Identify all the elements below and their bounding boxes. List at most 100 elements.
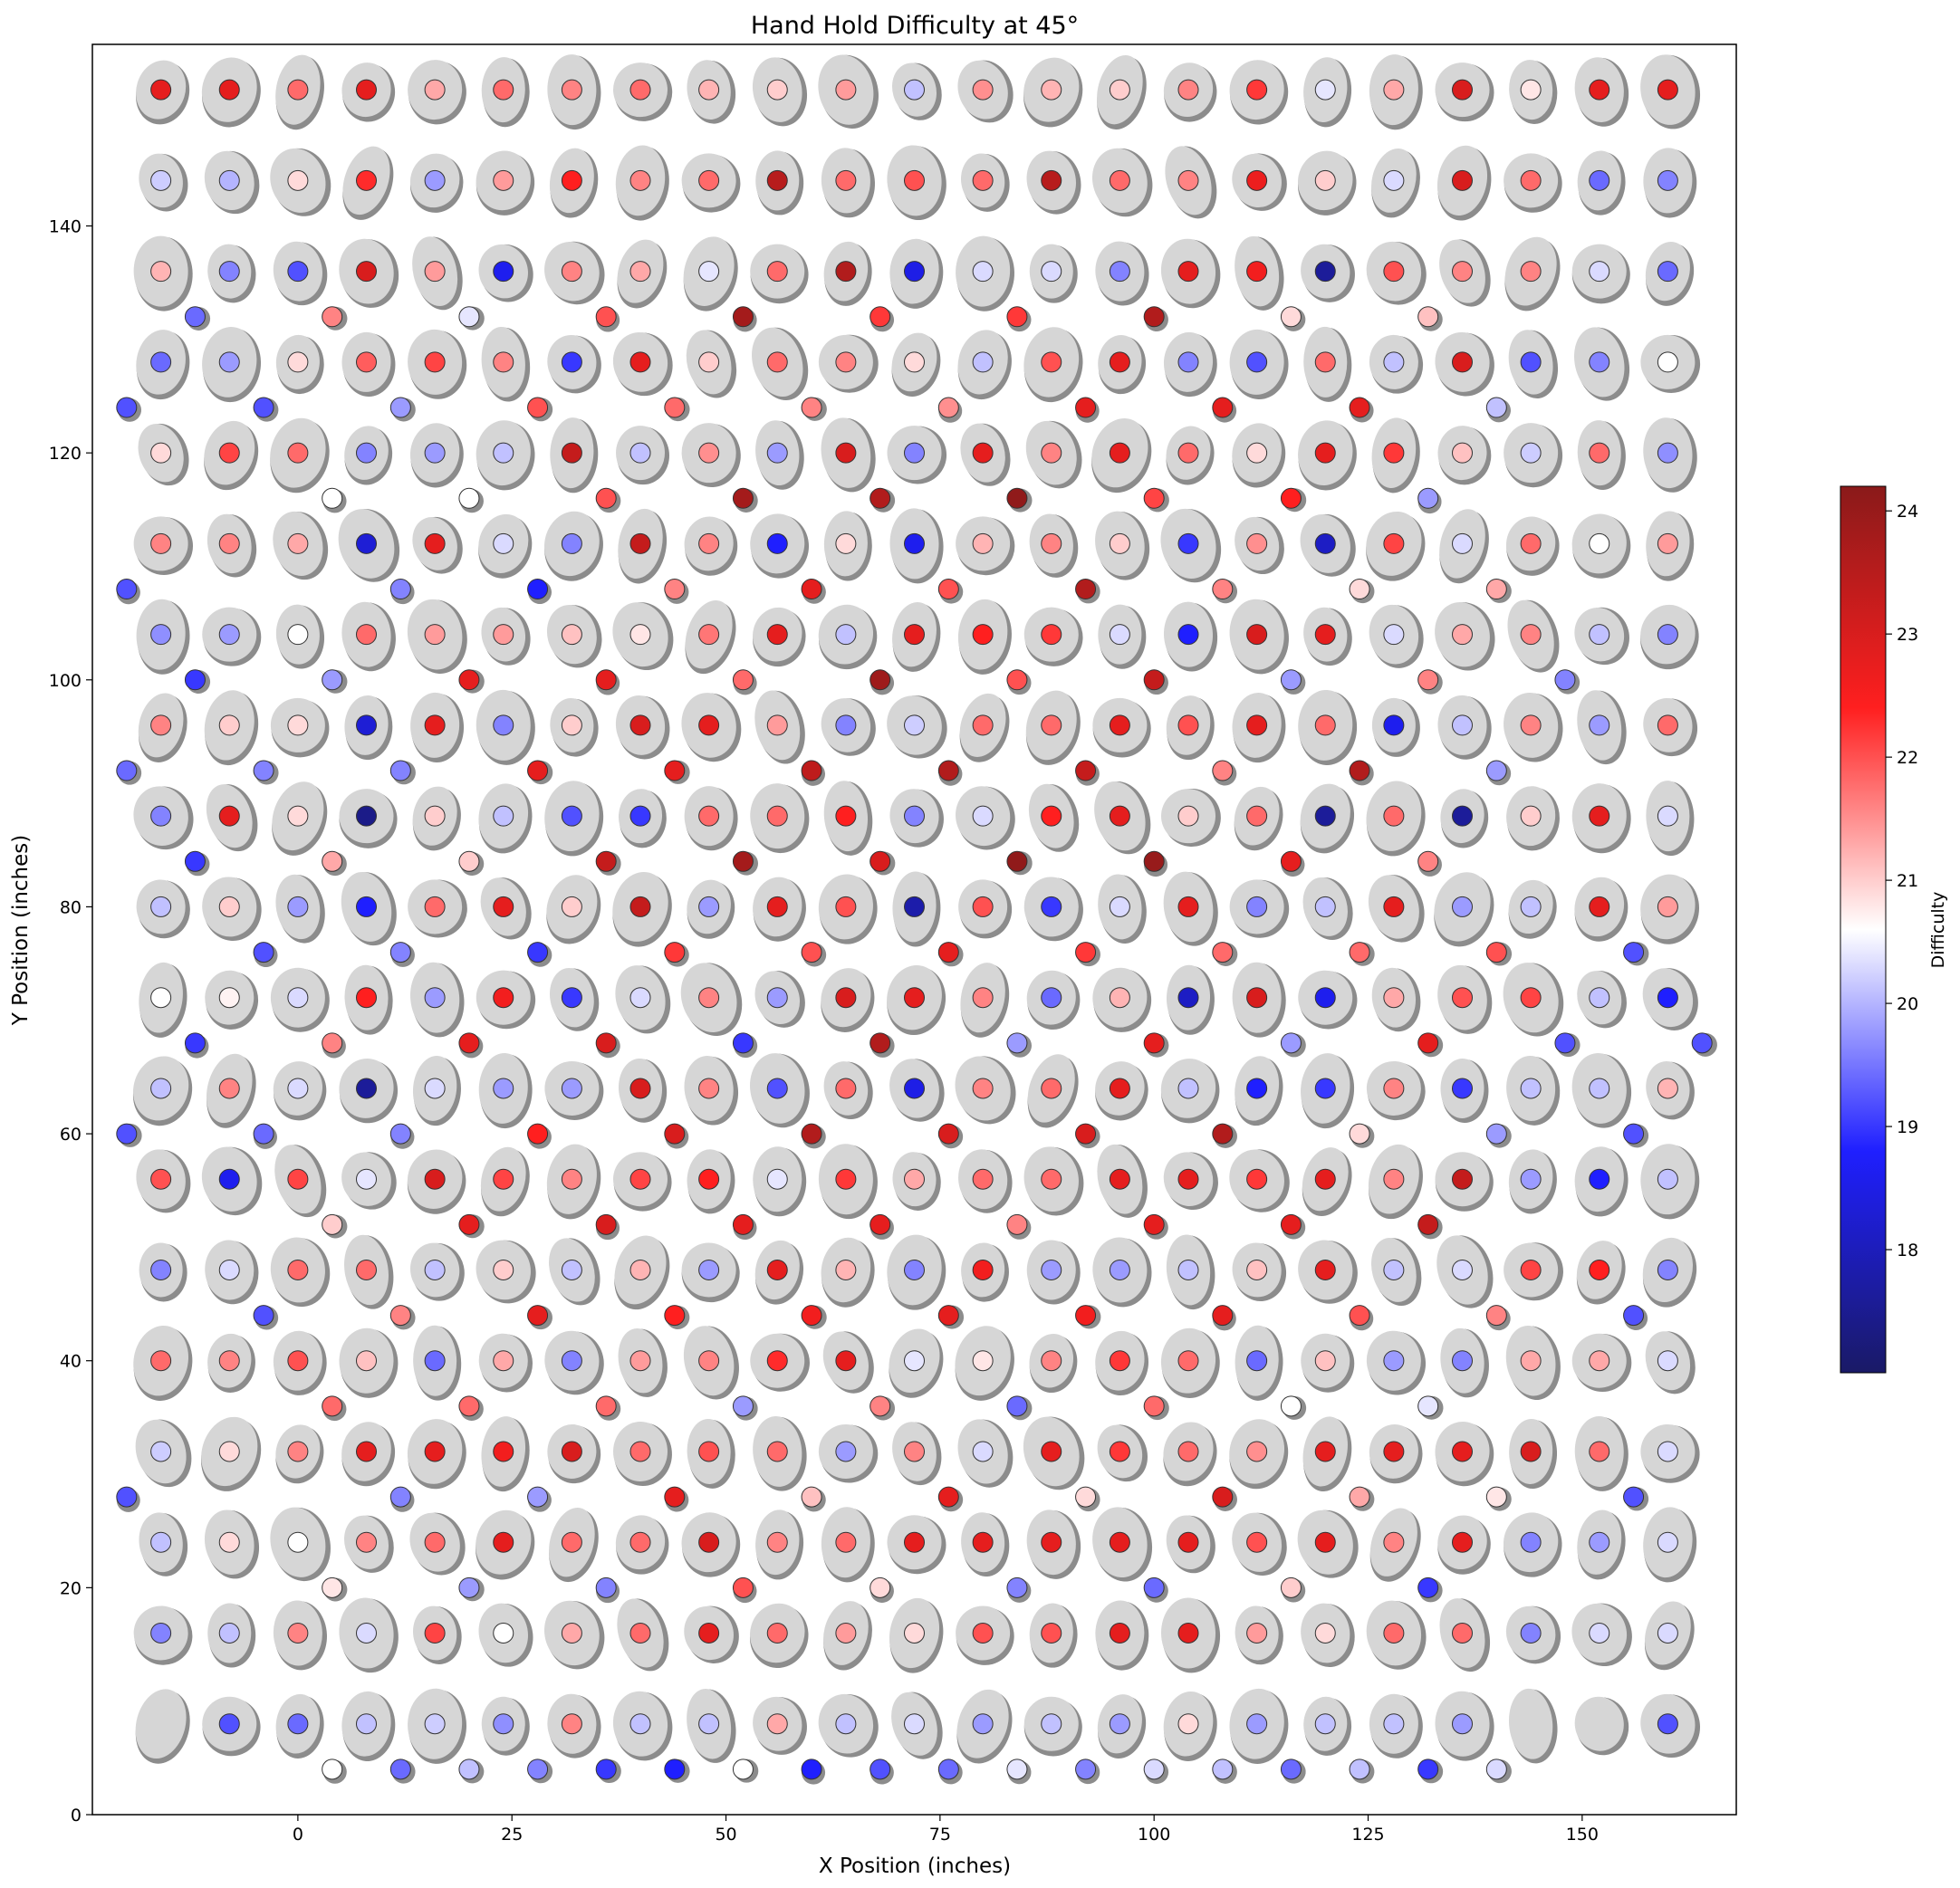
data-point bbox=[116, 1486, 138, 1508]
data-point bbox=[1349, 942, 1370, 963]
data-point bbox=[1109, 714, 1130, 736]
data-point bbox=[595, 1395, 617, 1417]
data-point bbox=[322, 1395, 343, 1417]
data-point bbox=[766, 896, 788, 917]
data-point bbox=[1143, 1759, 1165, 1780]
data-point bbox=[1006, 1395, 1028, 1417]
data-point bbox=[322, 1032, 343, 1054]
data-point bbox=[1657, 261, 1678, 283]
data-point bbox=[1280, 1213, 1302, 1235]
data-point bbox=[1314, 532, 1336, 554]
data-point bbox=[1452, 1350, 1473, 1372]
data-point bbox=[1657, 1259, 1678, 1280]
data-point bbox=[937, 760, 959, 781]
data-point bbox=[287, 261, 309, 283]
data-point bbox=[218, 351, 240, 373]
data-point bbox=[1349, 1486, 1370, 1508]
data-point bbox=[1006, 1759, 1028, 1780]
data-point bbox=[1485, 1759, 1507, 1780]
data-point bbox=[356, 1168, 377, 1190]
data-point bbox=[1657, 442, 1678, 464]
data-point bbox=[424, 1259, 446, 1280]
data-point bbox=[356, 261, 377, 283]
data-point bbox=[561, 1259, 582, 1280]
data-point bbox=[698, 261, 720, 283]
data-point bbox=[801, 760, 822, 781]
y-axis-ticks: 0 20 40 60 80 100 120 140 bbox=[49, 217, 92, 1826]
data-point bbox=[1314, 1713, 1336, 1735]
data-point bbox=[1657, 714, 1678, 736]
data-point bbox=[424, 714, 446, 736]
data-point bbox=[1589, 532, 1610, 554]
data-point bbox=[1109, 1078, 1130, 1099]
data-point bbox=[1177, 1078, 1199, 1099]
data-point bbox=[1657, 1350, 1678, 1372]
data-point bbox=[150, 1168, 172, 1190]
data-point bbox=[150, 261, 172, 283]
data-point bbox=[870, 850, 891, 872]
data-point bbox=[1383, 351, 1405, 373]
data-point bbox=[218, 1713, 240, 1735]
data-point bbox=[1041, 1350, 1062, 1372]
data-point bbox=[1520, 1168, 1542, 1190]
data-point bbox=[1280, 487, 1302, 509]
data-point bbox=[972, 169, 994, 191]
data-point bbox=[835, 896, 857, 917]
data-point bbox=[1314, 987, 1336, 1009]
data-point bbox=[150, 79, 172, 101]
data-point bbox=[287, 896, 309, 917]
y-axis-label: Y Position (inches) bbox=[9, 835, 33, 1027]
data-point bbox=[1006, 1032, 1028, 1054]
chart-title: Hand Hold Difficulty at 45° bbox=[751, 12, 1079, 40]
data-point bbox=[1383, 1350, 1405, 1372]
data-point bbox=[424, 169, 446, 191]
data-point bbox=[389, 1305, 411, 1327]
x-tick-label: 25 bbox=[501, 1825, 523, 1845]
data-point bbox=[218, 624, 240, 646]
data-point bbox=[1383, 1622, 1405, 1644]
data-point bbox=[1589, 1441, 1610, 1462]
data-point bbox=[664, 942, 686, 963]
data-point bbox=[1143, 669, 1165, 691]
y-tick-label: 100 bbox=[49, 671, 82, 691]
data-point bbox=[1623, 942, 1645, 963]
data-point bbox=[1452, 805, 1473, 827]
data-point bbox=[287, 532, 309, 554]
plot-frame bbox=[91, 43, 1737, 1816]
x-tick-label: 0 bbox=[293, 1825, 303, 1845]
data-point bbox=[1452, 79, 1473, 101]
data-point bbox=[493, 624, 514, 646]
data-point bbox=[1589, 351, 1610, 373]
data-point bbox=[1623, 1305, 1645, 1327]
data-point bbox=[527, 942, 549, 963]
data-point bbox=[356, 1531, 377, 1553]
data-point bbox=[1246, 1441, 1268, 1462]
data-point bbox=[1383, 442, 1405, 464]
data-point bbox=[1452, 624, 1473, 646]
data-point bbox=[493, 896, 514, 917]
colorbar-tick-label: 21 bbox=[1897, 871, 1918, 891]
data-point bbox=[1006, 487, 1028, 509]
data-point bbox=[1109, 1441, 1130, 1462]
data-point bbox=[493, 1531, 514, 1553]
data-point bbox=[1109, 261, 1130, 283]
data-point bbox=[1143, 850, 1165, 872]
data-point bbox=[629, 532, 651, 554]
data-point bbox=[356, 1259, 377, 1280]
data-point bbox=[527, 1486, 549, 1508]
data-point bbox=[150, 1078, 172, 1099]
data-point bbox=[356, 1350, 377, 1372]
data-point bbox=[1143, 1213, 1165, 1235]
data-point bbox=[595, 1213, 617, 1235]
data-point bbox=[356, 1622, 377, 1644]
data-point bbox=[972, 351, 994, 373]
data-point bbox=[1554, 669, 1576, 691]
data-point bbox=[937, 1486, 959, 1508]
data-point bbox=[424, 1441, 446, 1462]
data-point bbox=[458, 487, 480, 509]
data-point bbox=[801, 1123, 822, 1145]
data-point bbox=[1417, 487, 1439, 509]
data-point bbox=[1657, 1713, 1678, 1735]
data-point bbox=[1006, 669, 1028, 691]
data-point bbox=[1280, 1577, 1302, 1598]
